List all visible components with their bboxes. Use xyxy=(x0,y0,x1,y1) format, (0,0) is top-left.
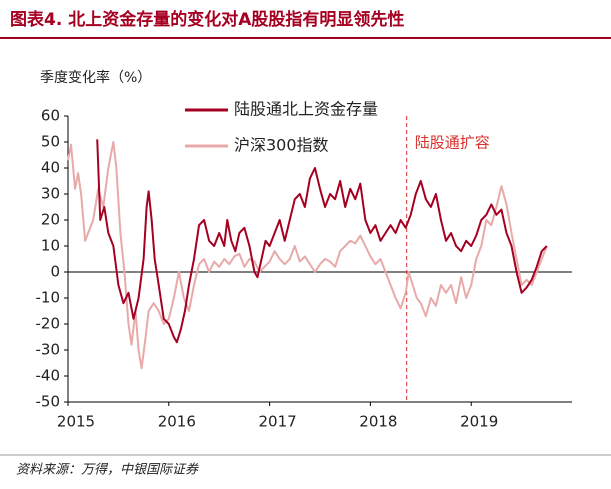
y-tick-label: -30 xyxy=(36,341,61,359)
chart-title: 图表4. 北上资金存量的变化对A股股指有明显领先性 xyxy=(10,9,404,30)
y-tick-label: 10 xyxy=(41,237,60,255)
y-axis-label: 季度变化率（%） xyxy=(40,69,151,86)
legend-label: 沪深300指数 xyxy=(234,136,329,155)
series-line xyxy=(96,139,548,344)
y-tick-label: -50 xyxy=(36,393,61,411)
y-tick-label: 30 xyxy=(41,185,60,203)
y-tick-label: 20 xyxy=(41,211,60,229)
x-tick-label: 2018 xyxy=(359,413,397,431)
y-tick-label: 0 xyxy=(50,263,60,281)
x-tick-label: 2017 xyxy=(259,413,297,431)
y-tick-label: -20 xyxy=(36,315,61,333)
annotation-label: 陆股通扩容 xyxy=(415,134,490,152)
y-tick-label: 40 xyxy=(41,159,60,177)
x-tick-label: 2019 xyxy=(460,413,498,431)
series-line xyxy=(67,141,548,370)
y-tick-label: -40 xyxy=(36,367,61,385)
legend-label: 陆股通北上资金存量 xyxy=(234,100,378,119)
x-tick-label: 2015 xyxy=(57,413,95,431)
y-tick-label: 50 xyxy=(41,133,60,151)
y-tick-label: 60 xyxy=(41,107,60,125)
x-tick-label: 2016 xyxy=(158,413,196,431)
y-tick-label: -10 xyxy=(36,289,61,307)
source: 资料来源：万得，中银国际证券 xyxy=(16,463,199,478)
